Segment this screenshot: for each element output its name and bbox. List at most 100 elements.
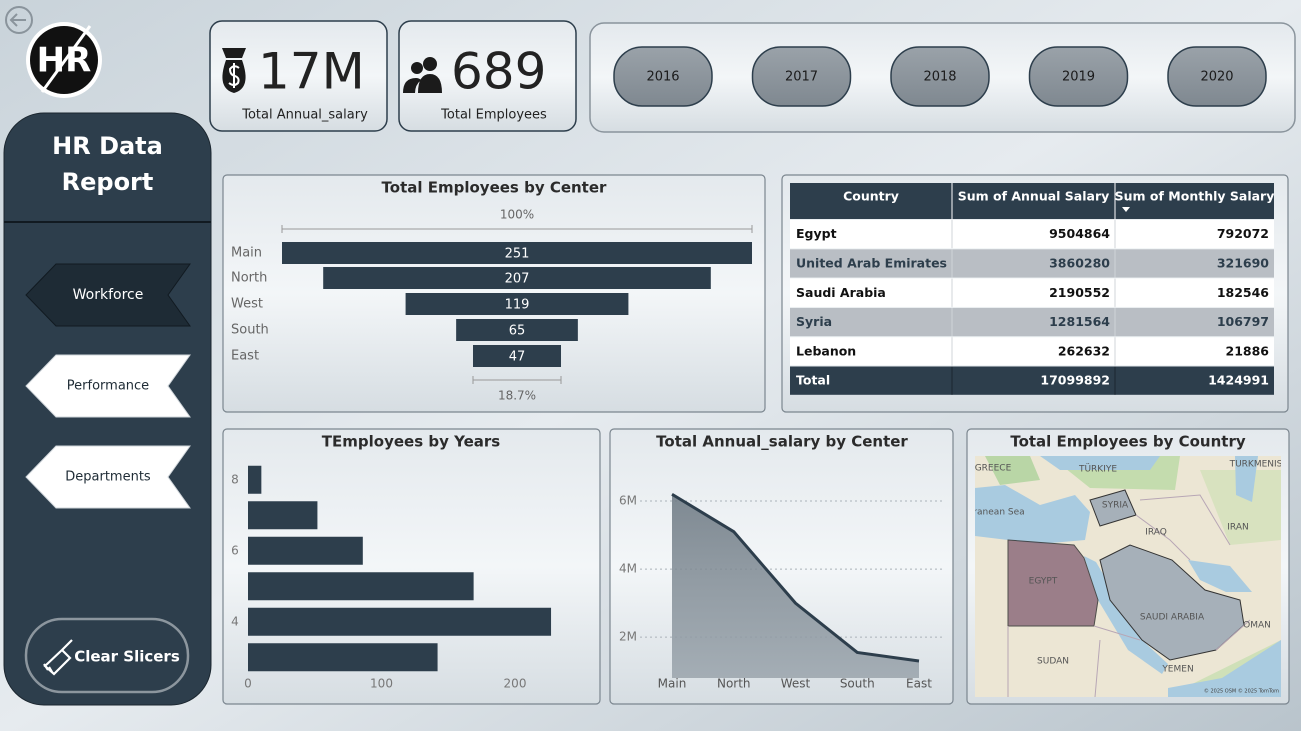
bar [248, 607, 552, 636]
table-cell: Lebanon [796, 343, 856, 358]
table-cell: 9504864 [1049, 226, 1110, 241]
table-cell: 321690 [1217, 255, 1269, 270]
dollar-sign [228, 63, 240, 88]
nav-button[interactable] [25, 445, 191, 509]
year-label: 2017 [785, 70, 818, 85]
header-cell: Sum of Monthly Salary [1115, 189, 1275, 204]
table-cell: 17099892 [1040, 373, 1110, 388]
category-label: West [231, 297, 263, 312]
category-label: South [231, 323, 269, 338]
bar [248, 643, 438, 672]
y-tick-label: 2M [619, 630, 637, 644]
sidebar-title-box: HR Data Report [52, 132, 163, 196]
data-label: 119 [505, 298, 530, 313]
funnel-bar [456, 319, 578, 341]
back-arrow [9, 13, 26, 27]
bar [248, 572, 474, 601]
funnel-bar [323, 267, 711, 289]
kpi-card [398, 20, 577, 132]
arabian-sea [1168, 640, 1281, 697]
table-row [790, 337, 1274, 366]
table-cell: 21886 [1226, 343, 1270, 358]
table-cell: 1281564 [1049, 314, 1110, 329]
sort-indicator [1122, 207, 1130, 212]
chart-title: TEmployees by Years [322, 433, 500, 451]
mediterranean [975, 485, 1090, 544]
map-label: TÜRKIYE [1078, 464, 1117, 475]
bottom-percent: 18.7% [498, 389, 536, 403]
map-label: GREECE [975, 464, 1012, 474]
data-label: 47 [509, 350, 526, 365]
clear-slicers-button[interactable] [24, 617, 190, 694]
year-button[interactable] [613, 46, 713, 107]
table-cell: 2190552 [1049, 285, 1110, 300]
sidebar-title: HR Data Report [52, 132, 163, 196]
terrain [1200, 470, 1281, 545]
caspian [1235, 456, 1258, 502]
y-tick-label: 8 [231, 472, 239, 486]
map-attribution: © 2025 OSM © 2025 TomTom [1204, 688, 1279, 695]
x-tick-label: East [906, 677, 932, 691]
kpi-value: 17M [258, 43, 365, 101]
broom-icon [43, 639, 73, 676]
bottom-bracket [472, 376, 562, 384]
year-button[interactable] [890, 46, 990, 107]
area [672, 494, 919, 678]
terrain [985, 456, 1040, 485]
year-button[interactable] [1167, 46, 1267, 107]
x-tick-label: West [781, 677, 811, 691]
y-tick-label: 6 [231, 543, 239, 557]
funnel-bar [282, 242, 752, 264]
logo-slash [40, 25, 92, 93]
people-icon [423, 57, 437, 71]
header-cell: Country [843, 189, 899, 204]
year-label: 2020 [1200, 70, 1233, 85]
nav-button[interactable] [25, 354, 191, 418]
chart-title: Total Employees by Center [382, 179, 607, 197]
year-button[interactable] [751, 46, 852, 107]
table-cell: Saudi Arabia [796, 285, 886, 300]
map-label: ranean Sea [973, 508, 1024, 518]
funnel-bar [405, 293, 629, 315]
map: GREECE TÜRKIYE TURKMENIS SYRIA IRAQ IRAN ranea… [973, 456, 1281, 697]
y-tick-label: 4 [231, 614, 239, 628]
category-label: Main [231, 246, 262, 261]
back-button[interactable] [5, 6, 33, 34]
table-row [790, 366, 1274, 395]
funnel-bar [472, 345, 562, 367]
gulf [1188, 560, 1252, 592]
table-cell: 3860280 [1049, 255, 1110, 270]
top-percent: 100% [500, 208, 534, 222]
people-icon [403, 74, 442, 93]
year-label: 2016 [646, 70, 679, 85]
y-tick-label: 6M [619, 494, 637, 508]
chart-title: Total Annual_salary by Center [656, 433, 908, 451]
year-button[interactable] [1028, 46, 1129, 107]
nav-button[interactable] [25, 263, 191, 327]
header-cell: Sum of Annual Salary [958, 189, 1110, 204]
table-cell: Total [796, 373, 830, 388]
map-label: OMAN [1243, 621, 1271, 631]
table-cell: 106797 [1217, 314, 1269, 329]
table-row [790, 220, 1274, 249]
table-cell: United Arab Emirates [796, 255, 947, 270]
data-label: 207 [505, 272, 530, 287]
map-label: SUDAN [1037, 657, 1069, 667]
bar [248, 501, 318, 530]
nav-label: Workforce [73, 287, 144, 303]
map-label: YEMEN [1161, 665, 1193, 675]
x-tick-label: 200 [504, 677, 527, 691]
x-tick-label: South [840, 677, 875, 691]
kpi-label: Total Annual_salary [241, 108, 368, 123]
y-tick-label: 4M [619, 562, 637, 576]
table-row [790, 278, 1274, 307]
black-sea [1040, 456, 1160, 470]
people-icon [411, 62, 423, 74]
bar [248, 536, 363, 565]
nav-label: Performance [67, 379, 149, 394]
map-label: SAUDI ARABIA [1140, 613, 1205, 623]
map-label: EGYPT [1029, 577, 1058, 587]
x-tick-label: 0 [244, 677, 252, 691]
